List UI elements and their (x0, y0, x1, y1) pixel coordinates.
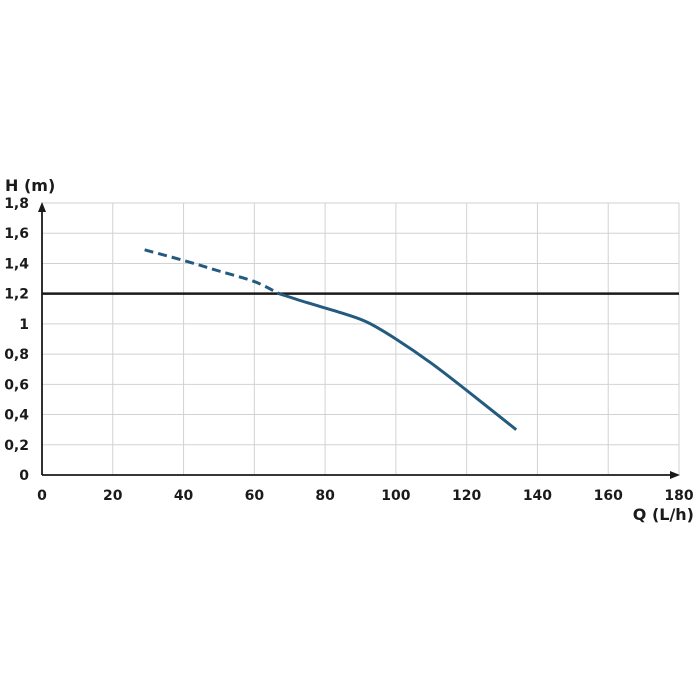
y-tick-label: 0,2 (4, 438, 29, 454)
series-group (144, 248, 518, 431)
y-tick-label: 0,8 (4, 347, 29, 363)
y-tick-label: 0 (19, 468, 29, 484)
y-axis-arrow (38, 202, 46, 212)
x-tick-labels: 0 20 40 60 80 100 120 140 160 180 (37, 488, 694, 504)
x-tick-label: 20 (103, 488, 123, 504)
y-tick-label: 1,8 (4, 196, 29, 212)
axes (38, 202, 680, 479)
x-tick-label: 160 (594, 488, 623, 504)
series-line-solid (278, 292, 518, 431)
y-axis-title: H (m) (5, 176, 55, 195)
x-axis-title: Q (L/h) (633, 505, 694, 524)
y-tick-label: 1,2 (4, 287, 29, 303)
x-tick-label: 40 (174, 488, 194, 504)
x-tick-label: 140 (523, 488, 552, 504)
y-tick-label: 1,4 (4, 256, 29, 272)
y-tick-label: 0,4 (4, 408, 29, 424)
y-tick-label: 1 (19, 317, 29, 333)
x-tick-label: 60 (245, 488, 265, 504)
x-tick-label: 0 (37, 488, 47, 504)
series-line-dashed (144, 248, 280, 296)
y-tick-label: 1,6 (4, 226, 29, 242)
y-tick-labels: 0 0,2 0,4 0,6 0,8 1 1,2 1,4 1,6 1,8 (4, 196, 29, 484)
y-tick-label: 0,6 (4, 377, 29, 393)
grid-lines (42, 202, 680, 475)
x-axis-arrow (670, 471, 680, 479)
x-tick-label: 120 (452, 488, 481, 504)
x-tick-label: 180 (664, 488, 693, 504)
x-tick-label: 100 (381, 488, 410, 504)
x-tick-label: 80 (315, 488, 335, 504)
